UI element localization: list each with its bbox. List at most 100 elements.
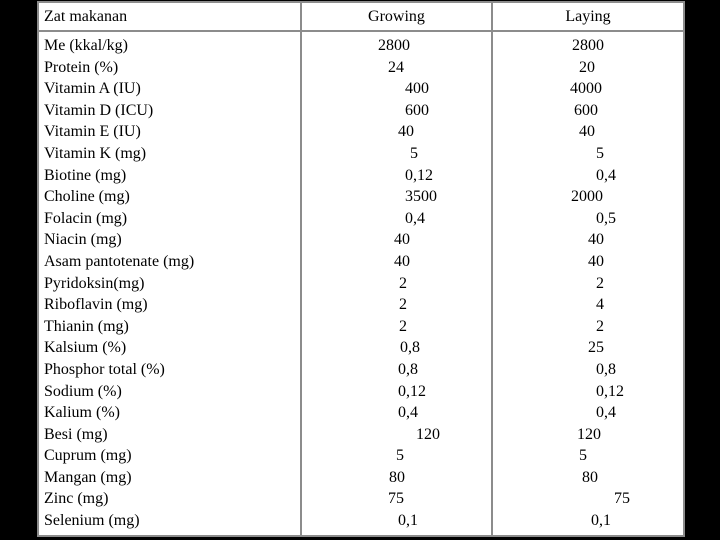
nutrient-name: Choline (mg) <box>44 188 130 206</box>
growing-row: 2 <box>302 316 491 338</box>
laying-row: 75 <box>493 488 683 510</box>
growing-value: 75 <box>388 490 404 508</box>
growing-value: 24 <box>388 58 404 76</box>
laying-value: 40 <box>588 231 604 249</box>
growing-row: 40 <box>302 229 491 251</box>
nutrient-name: Folacin (mg) <box>44 209 128 227</box>
growing-row: 5 <box>302 143 491 165</box>
growing-value: 40 <box>394 231 410 249</box>
growing-row: 2 <box>302 294 491 316</box>
nutrient-name: Zinc (mg) <box>44 490 109 508</box>
laying-value: 5 <box>596 144 604 162</box>
growing-row: 3500 <box>302 186 491 208</box>
growing-value: 2 <box>399 317 407 335</box>
header-cell-laying: Laying <box>493 3 683 30</box>
laying-row: 80 <box>493 467 683 489</box>
laying-row: 40 <box>493 229 683 251</box>
laying-row: 120 <box>493 424 683 446</box>
laying-value: 0,5 <box>596 209 616 227</box>
growing-value: 2 <box>399 296 407 314</box>
growing-value: 40 <box>398 123 414 141</box>
laying-value: 2 <box>596 317 604 335</box>
nutrient-name: Selenium (mg) <box>44 512 140 530</box>
growing-row: 0,8 <box>302 359 491 381</box>
laying-row: 0,4 <box>493 402 683 424</box>
nutrient-name: Vitamin E (IU) <box>44 123 141 141</box>
growing-value: 0,12 <box>405 166 433 184</box>
growing-value: 0,4 <box>398 404 418 422</box>
growing-value: 40 <box>394 252 410 270</box>
header-laying: Laying <box>565 8 611 25</box>
nutrient-name: Phosphor total (%) <box>44 360 165 378</box>
nutrient-name: Kalsium (%) <box>44 339 127 357</box>
laying-value: 20 <box>579 58 595 76</box>
growing-value: 120 <box>416 425 440 443</box>
laying-value: 4000 <box>570 80 602 98</box>
laying-value: 0,4 <box>596 404 616 422</box>
growing-row: 120 <box>302 424 491 446</box>
nutrient-name: Riboflavin (mg) <box>44 296 148 314</box>
laying-value: 0,8 <box>596 360 616 378</box>
header-nutrient: Zat makanan <box>44 8 128 25</box>
laying-row: 20 <box>493 57 683 79</box>
growing-row: 0,12 <box>302 381 491 403</box>
growing-value: 3500 <box>405 188 437 206</box>
nutrient-name: Niacin (mg) <box>44 231 122 249</box>
growing-row: 80 <box>302 467 491 489</box>
growing-value: 400 <box>405 80 429 98</box>
laying-value: 0,1 <box>591 512 611 530</box>
nutrient-name: Kalium (%) <box>44 404 120 422</box>
laying-row: 5 <box>493 143 683 165</box>
nutrient-name: Vitamin A (IU) <box>44 80 141 98</box>
laying-value: 600 <box>574 101 598 119</box>
laying-row: 4 <box>493 294 683 316</box>
growing-value: 2 <box>399 274 407 292</box>
nutrient-name: Vitamin K (mg) <box>44 144 147 162</box>
laying-row: 0,4 <box>493 165 683 187</box>
laying-value: 2 <box>596 274 604 292</box>
nutrient-column: Me (kkal/kg) Protein (%) Vitamin A (IU) Vit… <box>39 32 300 535</box>
nutrient-name: Mangan (mg) <box>44 468 132 486</box>
laying-value: 40 <box>579 123 595 141</box>
growing-row: 40 <box>302 121 491 143</box>
growing-row: 0,1 <box>302 510 491 532</box>
laying-row: 2800 <box>493 35 683 57</box>
laying-row: 25 <box>493 337 683 359</box>
growing-row: 400 <box>302 78 491 100</box>
growing-row: 75 <box>302 488 491 510</box>
growing-row: 2800 <box>302 35 491 57</box>
growing-list: 2800 24 400 600 40 5 0,12 3500 0,4 40 40 2 2 2 0,8 0,8 0… <box>302 35 491 532</box>
growing-row: 24 <box>302 57 491 79</box>
nutrient-name: Pyridoksin(mg) <box>44 274 145 292</box>
growing-value: 5 <box>396 447 404 465</box>
nutrient-name: Asam pantotenate (mg) <box>44 252 195 270</box>
growing-row: 0,8 <box>302 337 491 359</box>
laying-value: 75 <box>614 490 630 508</box>
growing-row: 0,4 <box>302 402 491 424</box>
nutrient-name: Besi (mg) <box>44 425 108 443</box>
header-cell-nutrient: Zat makanan <box>39 3 300 30</box>
growing-value: 0,4 <box>405 209 425 227</box>
nutrient-name: Cuprum (mg) <box>44 447 132 465</box>
laying-value: 4 <box>596 296 604 314</box>
growing-value: 80 <box>389 468 405 486</box>
nutrient-list: Me (kkal/kg) Protein (%) Vitamin A (IU) Vit… <box>39 35 300 532</box>
nutrient-name: Me (kkal/kg) <box>44 37 128 54</box>
laying-value: 80 <box>582 468 598 486</box>
header-cell-growing: Growing <box>302 3 491 30</box>
laying-row: 40 <box>493 121 683 143</box>
growing-value: 0,1 <box>398 512 418 530</box>
growing-value: 0,12 <box>398 382 426 400</box>
growing-value: 0,8 <box>400 339 420 357</box>
growing-row: 0,12 <box>302 165 491 187</box>
laying-row: 600 <box>493 100 683 122</box>
growing-row: 5 <box>302 445 491 467</box>
nutrient-name: Sodium (%) <box>44 382 122 400</box>
laying-value: 2800 <box>572 37 604 54</box>
laying-value: 2000 <box>571 188 603 206</box>
nutrient-name: Protein (%) <box>44 58 119 76</box>
laying-row: 40 <box>493 251 683 273</box>
growing-value: 0,8 <box>398 360 418 378</box>
laying-value: 40 <box>588 252 604 270</box>
growing-value: 600 <box>405 101 429 119</box>
